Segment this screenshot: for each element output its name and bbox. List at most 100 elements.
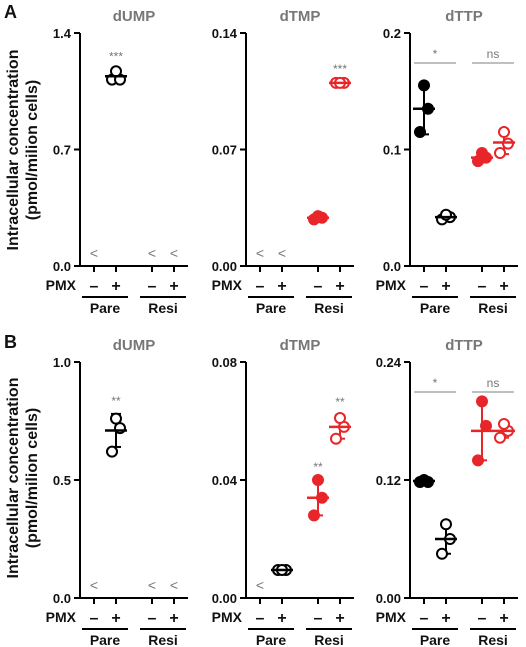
pmx-plus-sign: + (111, 278, 120, 295)
data-point (436, 547, 448, 560)
data-point (476, 395, 488, 408)
pmx-label: PMX (376, 277, 407, 293)
data-point (110, 412, 122, 425)
pmx-plus-sign: + (277, 278, 286, 295)
pmx-minus-sign: – (90, 610, 99, 627)
below-detection-marker: < (148, 245, 156, 261)
below-detection-marker: < (256, 577, 264, 593)
pmx-plus-sign: + (335, 610, 344, 627)
data-point (480, 419, 492, 432)
y-tick-label: 0.14 (212, 26, 238, 41)
significance-label: ** (111, 394, 121, 408)
below-detection-marker: < (170, 577, 178, 593)
y-tick-label: 0.07 (212, 143, 237, 158)
significance-label: *** (333, 62, 347, 76)
data-point (418, 79, 430, 92)
panel-title: dTMP (280, 8, 321, 25)
pmx-plus-sign: + (499, 610, 508, 627)
data-point (308, 509, 320, 522)
y-tick-label: 0.0 (53, 591, 71, 606)
y-tick-label: 0.0 (383, 259, 401, 274)
y-tick-label: 0.00 (212, 259, 237, 274)
y-tick-label: 0.5 (53, 473, 71, 488)
data-point (414, 126, 426, 139)
data-point (494, 146, 506, 159)
below-detection-marker: < (170, 245, 178, 261)
below-detection-marker: < (278, 245, 286, 261)
data-point (312, 210, 324, 223)
group-label: Pare (90, 632, 121, 647)
group-label: Pare (420, 632, 451, 647)
data-point (494, 431, 506, 444)
pmx-plus-sign: + (111, 610, 120, 627)
pmx-label: PMX (46, 609, 77, 625)
ylabel-line-2: (pmol/milion cells) (24, 408, 41, 548)
bracket-label: ns (487, 47, 500, 61)
data-point (498, 126, 510, 139)
data-point (440, 518, 452, 531)
y-tick-label: 1.0 (53, 355, 71, 370)
pmx-minus-sign: – (148, 610, 157, 627)
group-label: Resi (314, 300, 344, 316)
pmx-plus-sign: + (499, 278, 508, 295)
below-detection-marker: < (148, 577, 156, 593)
pmx-label: PMX (376, 609, 407, 625)
pmx-plus-sign: + (169, 610, 178, 627)
bracket-label: ns (487, 376, 500, 390)
group-label: Pare (420, 300, 451, 316)
pmx-minus-sign: – (314, 278, 323, 295)
group-label: Resi (148, 300, 178, 316)
below-detection-marker: < (256, 245, 264, 261)
group-label: Pare (256, 300, 287, 316)
below-detection-marker: < (90, 577, 98, 593)
y-tick-label: 0.00 (376, 591, 401, 606)
y-tick-label: 0.0 (53, 259, 71, 274)
data-point (106, 445, 118, 458)
y-tick-label: 0.08 (212, 355, 237, 370)
pmx-plus-sign: + (277, 610, 286, 627)
data-point (334, 412, 346, 425)
pmx-label: PMX (212, 277, 243, 293)
pmx-minus-sign: – (256, 610, 265, 627)
pmx-minus-sign: – (148, 278, 157, 295)
panel-title: dTTP (445, 337, 483, 354)
panel-letter-a: A (4, 2, 17, 22)
group-label: Resi (478, 300, 508, 316)
y-tick-label: 0.04 (212, 473, 238, 488)
panel-title: dTMP (280, 337, 321, 354)
pmx-plus-sign: + (441, 610, 450, 627)
y-tick-label: 0.24 (376, 355, 402, 370)
ylabel-row-b: Intracellular concentration (pmol/milion … (5, 378, 41, 579)
bracket-label: * (433, 47, 438, 61)
ylabel-row-a: Intracellular concentration (pmol/milion … (5, 50, 41, 251)
data-point (330, 432, 342, 445)
group-label: Resi (478, 632, 508, 647)
pmx-minus-sign: – (478, 610, 487, 627)
group-label: Pare (256, 632, 287, 647)
below-detection-marker: < (90, 245, 98, 261)
panel-title: dUMP (113, 8, 156, 25)
pmx-label: PMX (212, 609, 243, 625)
y-tick-label: 0.00 (212, 591, 237, 606)
group-label: Resi (148, 632, 178, 647)
y-tick-label: 0.2 (383, 26, 401, 41)
pmx-minus-sign: – (420, 610, 429, 627)
data-point (312, 474, 324, 486)
y-tick-label: 0.12 (376, 473, 401, 488)
significance-label: ** (335, 395, 345, 409)
pmx-plus-sign: + (335, 278, 344, 295)
pmx-label: PMX (46, 277, 77, 293)
pmx-plus-sign: + (169, 278, 178, 295)
significance-label: ** (313, 460, 323, 474)
pmx-minus-sign: – (90, 278, 99, 295)
pmx-minus-sign: – (256, 278, 265, 295)
pmx-plus-sign: + (441, 278, 450, 295)
significance-label: *** (109, 50, 123, 64)
y-tick-label: 0.1 (383, 143, 401, 158)
panel-title: dUMP (113, 337, 156, 354)
